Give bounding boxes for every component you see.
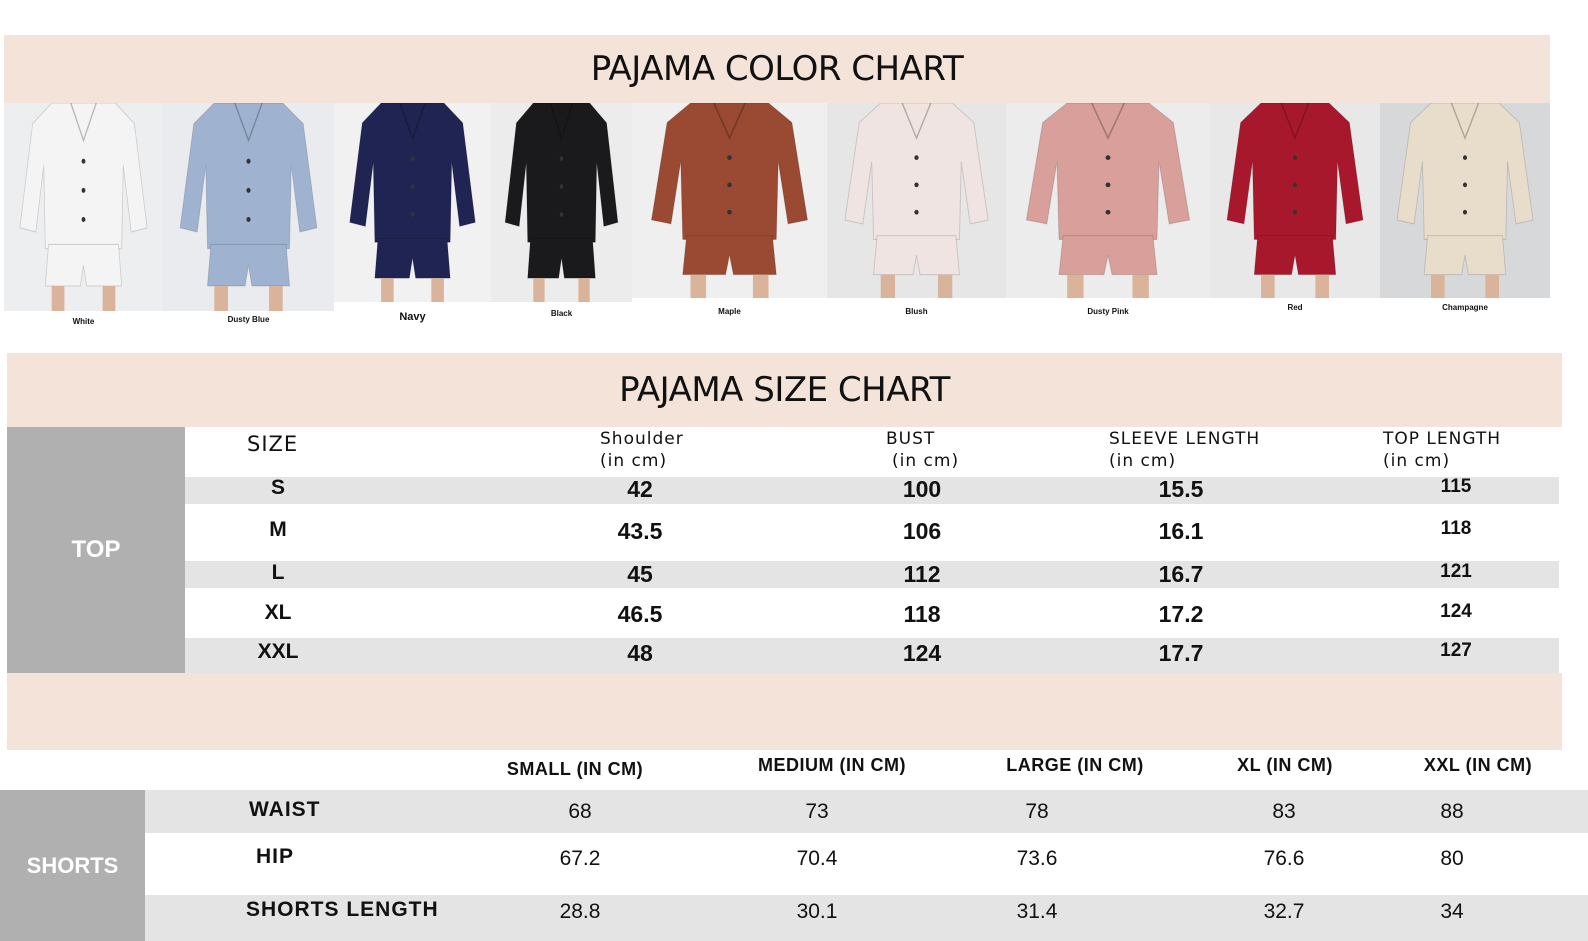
pajama-photo-maple bbox=[632, 103, 827, 298]
size-chart-title: PAJAMA SIZE CHART bbox=[7, 353, 1562, 427]
header-unit: (in cm) bbox=[892, 451, 960, 471]
pajama-photo-black bbox=[491, 103, 632, 302]
table-row bbox=[145, 790, 1588, 833]
table-row bbox=[185, 561, 1559, 588]
size-label: XL bbox=[264, 601, 292, 624]
size-value: 112 bbox=[903, 561, 941, 587]
pajama-photo-champagne bbox=[1380, 103, 1550, 298]
color-chart-title: PAJAMA COLOR CHART bbox=[4, 35, 1550, 103]
column-header: SLEEVE LENGTH (in cm) bbox=[1109, 428, 1260, 472]
color-label: Dusty Pink bbox=[1087, 307, 1129, 316]
divider-band bbox=[7, 673, 1562, 750]
measurement-label: WAIST bbox=[249, 798, 321, 821]
pajama-photo-dusty-blue bbox=[163, 103, 334, 311]
size-value: 100 bbox=[902, 476, 942, 502]
measurement-value: 31.4 bbox=[1016, 900, 1058, 923]
size-value: 45 bbox=[627, 561, 653, 587]
size-value: 17.2 bbox=[1158, 601, 1204, 627]
header-title: TOP LENGTH bbox=[1383, 429, 1502, 449]
header-unit: (in cm) bbox=[1383, 451, 1451, 471]
shorts-section-label: SHORTS bbox=[0, 790, 145, 941]
measurement-value: 67.2 bbox=[559, 847, 601, 870]
color-label: White bbox=[72, 317, 95, 326]
header-unit: (in cm) bbox=[600, 451, 668, 471]
header-title: SIZE bbox=[247, 432, 299, 456]
size-value: 106 bbox=[902, 518, 942, 544]
size-value: 46.5 bbox=[617, 601, 663, 627]
pajama-photo-navy bbox=[334, 103, 491, 302]
measurement-value: 78 bbox=[1025, 800, 1049, 823]
size-value: 115 bbox=[1440, 476, 1472, 497]
measurement-value: 28.8 bbox=[559, 900, 601, 923]
size-value: 16.7 bbox=[1158, 561, 1204, 587]
color-label: Navy bbox=[399, 311, 426, 323]
column-header: SMALL (IN CM) bbox=[506, 759, 644, 779]
column-header: XXL (IN CM) bbox=[1423, 755, 1533, 775]
measurement-label: HIP bbox=[256, 845, 295, 868]
size-value: 118 bbox=[903, 601, 941, 627]
measurement-label: SHORTS LENGTH bbox=[246, 898, 439, 921]
size-value: 42 bbox=[627, 476, 653, 502]
header-unit: (in cm) bbox=[1109, 451, 1177, 471]
color-label: Blush bbox=[905, 307, 928, 316]
color-label: Red bbox=[1287, 303, 1303, 312]
size-label: S bbox=[270, 476, 286, 499]
column-header: Shoulder (in cm) bbox=[600, 428, 684, 472]
size-value: 15.5 bbox=[1158, 476, 1204, 502]
size-label: XXL bbox=[257, 640, 299, 663]
table-row bbox=[185, 638, 1559, 673]
table-row bbox=[185, 477, 1559, 504]
column-header: LARGE (IN CM) bbox=[1006, 755, 1144, 775]
color-label: Maple bbox=[718, 307, 741, 316]
header-title: Shoulder bbox=[600, 429, 684, 449]
table-row bbox=[145, 833, 1588, 895]
color-label: Champagne bbox=[1442, 303, 1488, 312]
table-header-row bbox=[185, 427, 1559, 477]
size-value: 43.5 bbox=[617, 518, 663, 544]
table-row bbox=[185, 588, 1559, 638]
header-title: BUST bbox=[886, 429, 936, 449]
size-value: 16.1 bbox=[1158, 518, 1204, 544]
measurement-value: 88 bbox=[1440, 800, 1464, 823]
measurement-value: 34 bbox=[1440, 900, 1464, 923]
pajama-photo-blush bbox=[827, 103, 1006, 298]
size-value: 118 bbox=[1440, 518, 1472, 539]
size-value: 124 bbox=[1440, 601, 1472, 622]
column-header: SIZE bbox=[247, 433, 298, 455]
measurement-value: 70.4 bbox=[796, 847, 838, 870]
column-header: TOP LENGTH (in cm) bbox=[1383, 428, 1501, 472]
pajama-photo-red bbox=[1210, 103, 1380, 298]
measurement-value: 76.6 bbox=[1263, 847, 1305, 870]
column-header: XL (IN CM) bbox=[1237, 755, 1333, 775]
measurement-value: 32.7 bbox=[1263, 900, 1305, 923]
size-value: 124 bbox=[902, 640, 942, 666]
color-label: Dusty Blue bbox=[227, 315, 270, 324]
size-label: M bbox=[269, 518, 287, 541]
measurement-value: 68 bbox=[568, 800, 592, 823]
measurement-value: 73.6 bbox=[1016, 847, 1058, 870]
size-value: 17.7 bbox=[1158, 640, 1204, 666]
measurement-value: 80 bbox=[1440, 847, 1464, 870]
measurement-value: 73 bbox=[805, 800, 829, 823]
column-header: BUST (in cm) bbox=[886, 428, 959, 472]
size-value: 48 bbox=[627, 640, 653, 666]
table-row bbox=[145, 895, 1588, 941]
size-value: 127 bbox=[1440, 640, 1472, 661]
measurement-value: 30.1 bbox=[796, 900, 838, 923]
measurement-value: 83 bbox=[1272, 800, 1296, 823]
pajama-photo-dusty-pink bbox=[1006, 103, 1210, 298]
table-row bbox=[185, 504, 1559, 561]
pajama-photo-white bbox=[4, 103, 163, 311]
size-value: 121 bbox=[1440, 561, 1472, 582]
column-header: MEDIUM (IN CM) bbox=[758, 755, 906, 775]
color-label: Black bbox=[550, 309, 573, 318]
header-title: SLEEVE LENGTH bbox=[1109, 429, 1261, 449]
size-label: L bbox=[271, 561, 285, 584]
top-section-label: TOP bbox=[7, 427, 185, 673]
